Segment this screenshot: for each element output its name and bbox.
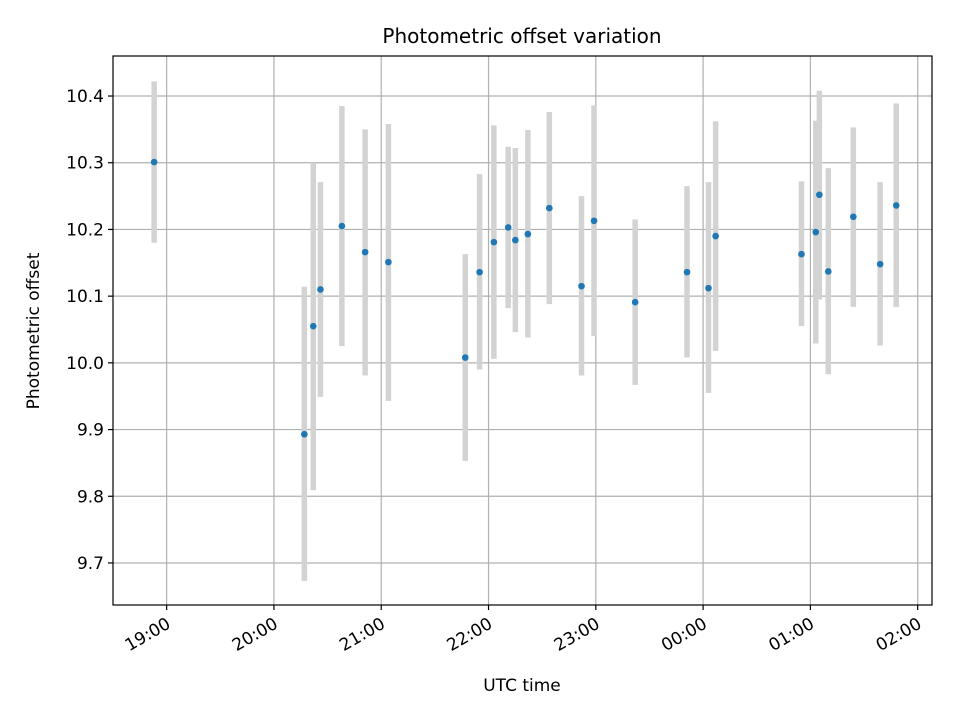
data-point [816, 191, 823, 199]
data-point [590, 217, 598, 225]
data-point [798, 250, 805, 258]
data-point [361, 248, 369, 256]
data-point [824, 268, 832, 275]
x-axis-label: UTC time [483, 676, 561, 696]
y-tick-label: 10.1 [66, 287, 104, 307]
data-point [546, 204, 553, 212]
data-point [317, 286, 324, 293]
data-point [385, 258, 392, 266]
data-point [812, 228, 820, 236]
y-tick-label: 9.8 [77, 487, 104, 507]
data-point [876, 260, 884, 268]
data-point [490, 238, 498, 246]
y-tick-label: 10.0 [66, 354, 104, 374]
y-axis-label: Photometric offset [24, 252, 44, 409]
y-axis-ticks: 9.7 9.8 9.9 10.0 10.1 10.2 10.3 10.4 [66, 87, 113, 574]
data-point [850, 213, 857, 221]
data-point [524, 230, 532, 238]
data-point [309, 322, 317, 330]
data-point [461, 354, 469, 361]
data-point [578, 282, 585, 290]
data-point [512, 236, 519, 244]
y-tick-label: 10.4 [66, 87, 104, 107]
y-tick-label: 10.3 [66, 154, 104, 174]
data-point [338, 222, 346, 230]
chart-title: Photometric offset variation [382, 24, 661, 48]
plot-frame [112, 55, 933, 606]
data-point [504, 224, 512, 231]
y-tick-label: 9.7 [77, 554, 104, 574]
grid-lines [113, 56, 932, 605]
data-point [476, 268, 483, 276]
data-point [712, 232, 719, 240]
data-point [683, 268, 691, 276]
y-tick-label: 9.9 [77, 421, 104, 441]
data-point [892, 202, 900, 209]
data-point [150, 158, 158, 166]
y-tick-label: 10.2 [66, 220, 104, 240]
data-point [705, 284, 712, 292]
data-point [631, 298, 639, 306]
data-points [150, 158, 900, 438]
data-point [301, 430, 308, 438]
